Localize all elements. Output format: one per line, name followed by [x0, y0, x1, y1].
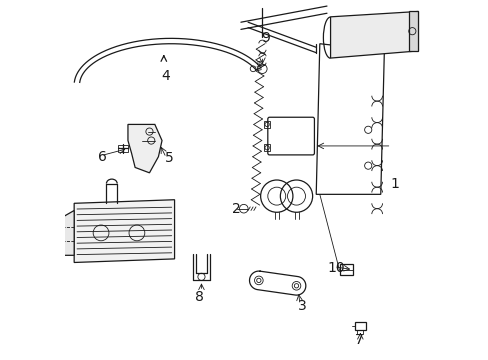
Bar: [118, 145, 128, 152]
Polygon shape: [408, 12, 418, 51]
Polygon shape: [61, 211, 74, 255]
Polygon shape: [74, 200, 174, 262]
Text: 5: 5: [164, 152, 173, 166]
Text: 9: 9: [261, 31, 270, 45]
Polygon shape: [128, 125, 162, 173]
Bar: [354, 322, 365, 330]
Text: 3: 3: [297, 299, 305, 313]
Text: 4: 4: [161, 69, 170, 83]
Text: 6: 6: [98, 150, 107, 164]
Bar: [357, 330, 363, 334]
Bar: [339, 264, 352, 275]
Text: 2: 2: [232, 202, 241, 216]
Text: 1: 1: [390, 177, 399, 190]
Text: 8: 8: [195, 289, 203, 303]
Text: 10: 10: [326, 261, 344, 275]
Text: 7: 7: [354, 333, 363, 347]
Polygon shape: [330, 12, 418, 58]
